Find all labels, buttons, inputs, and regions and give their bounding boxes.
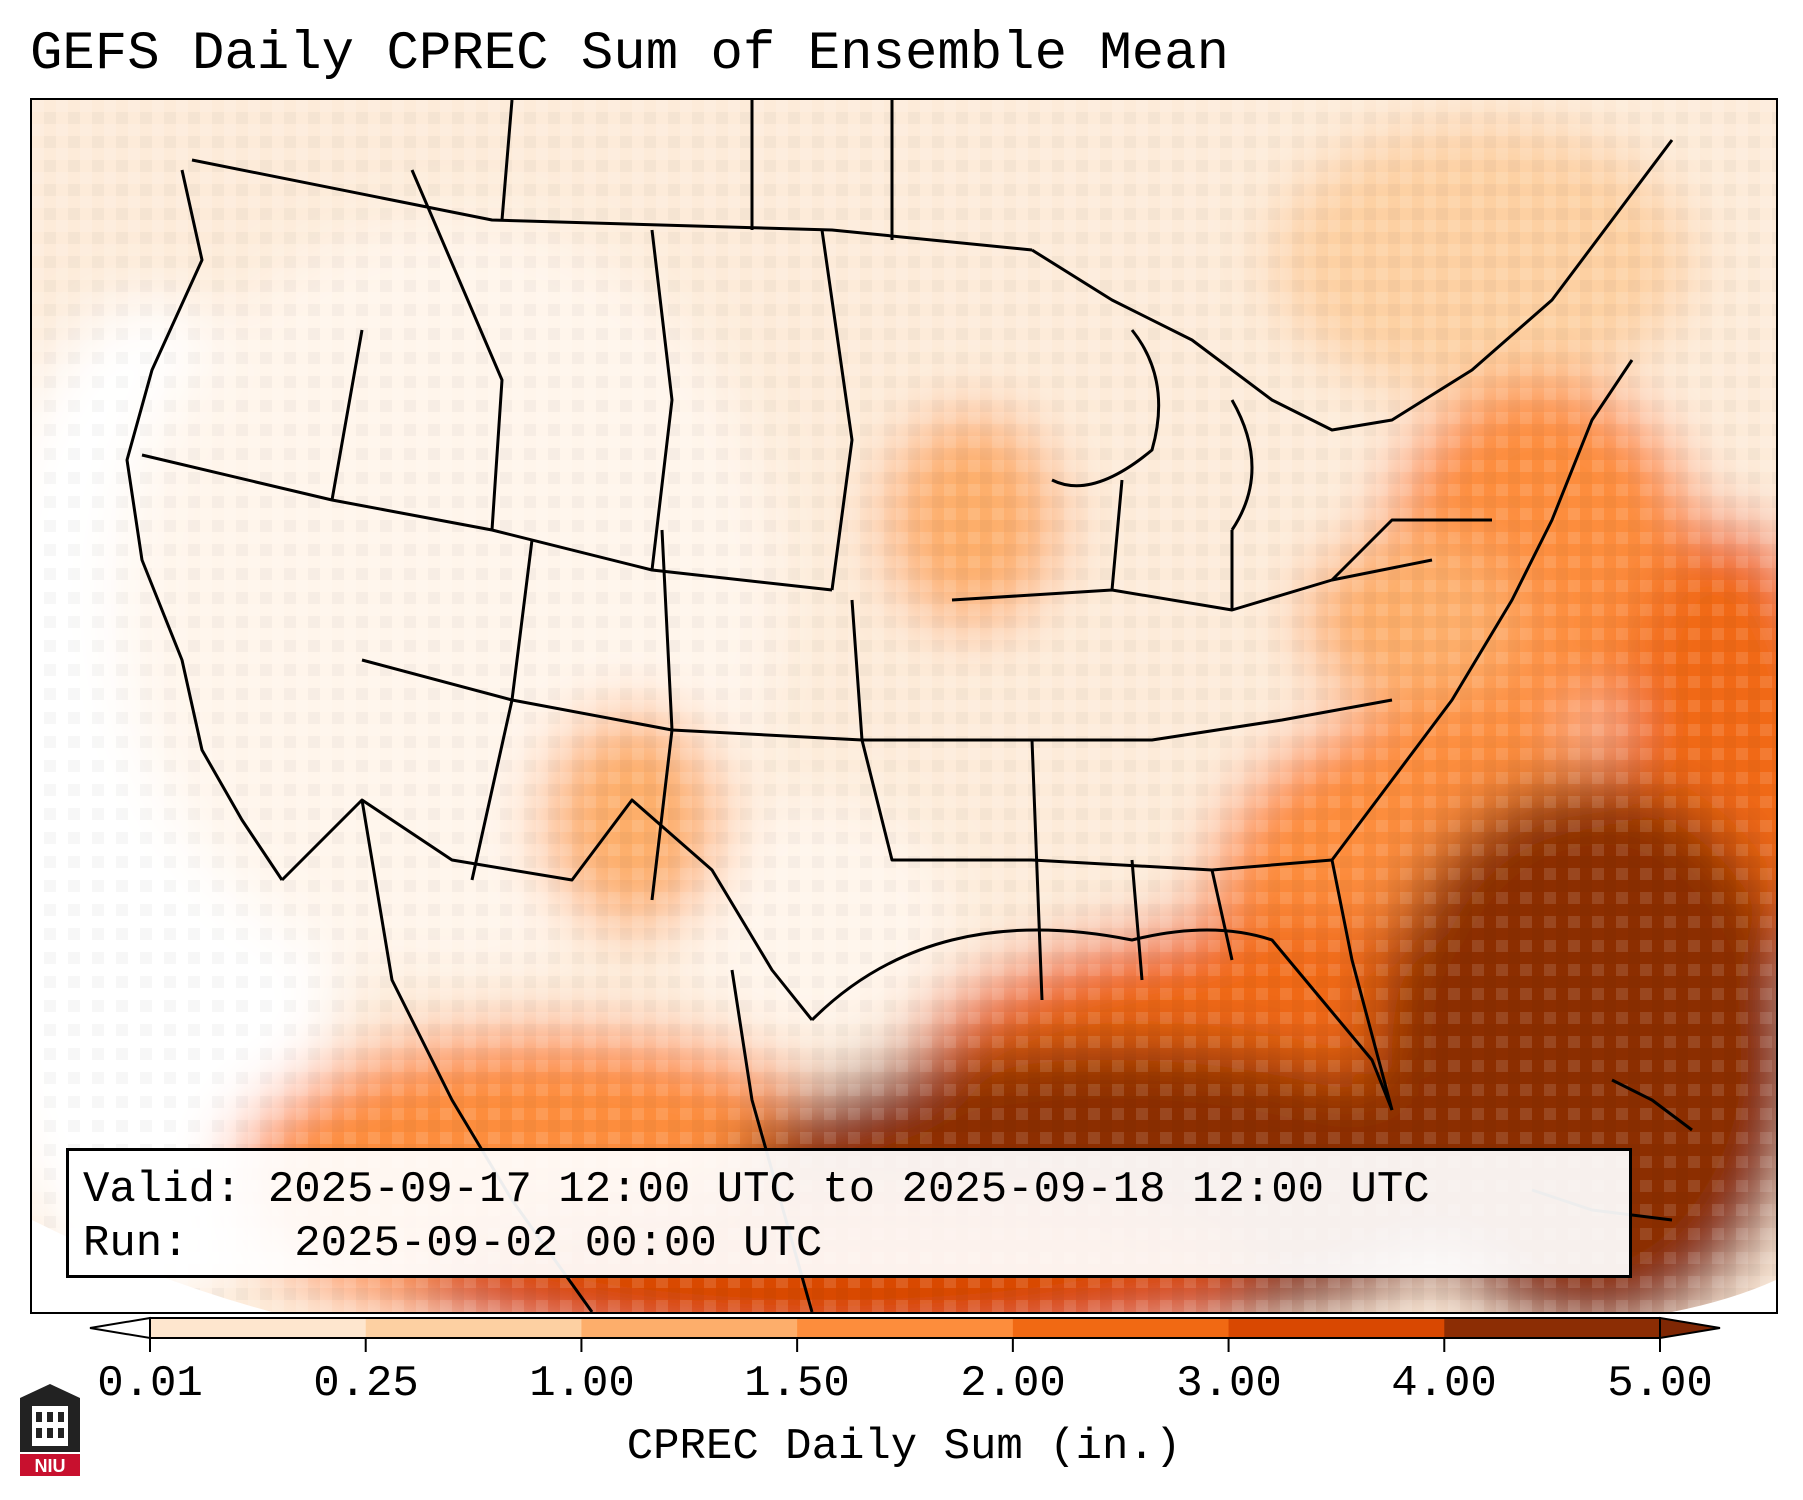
run-label: Run: xyxy=(83,1219,189,1269)
colorbar-segment xyxy=(365,1318,582,1338)
colorbar-segment xyxy=(150,1318,367,1338)
colorbar-tick-3: 1.50 xyxy=(744,1359,850,1409)
colorbar-under-arrow xyxy=(89,1316,151,1340)
colorbar-outline xyxy=(149,1317,1661,1339)
colorbar-tick-6: 4.00 xyxy=(1391,1359,1497,1409)
colorbar-tick-0: 0.01 xyxy=(97,1359,203,1409)
run-value: 2025-09-02 00:00 UTC xyxy=(294,1219,823,1269)
colorbar-label: CPREC Daily Sum (in.) xyxy=(626,1422,1182,1472)
valid-run-info-box: Valid: 2025-09-17 12:00 UTC to 2025-09-1… xyxy=(66,1148,1632,1278)
valid-label: Valid: xyxy=(83,1165,242,1215)
colorbar-over-arrow xyxy=(1659,1316,1721,1340)
colorbar-segment xyxy=(581,1318,798,1338)
colorbar-tick-7: 5.00 xyxy=(1607,1359,1713,1409)
niu-logo-text: NIU xyxy=(35,1456,66,1476)
colorbar-tick-1: 0.25 xyxy=(313,1359,419,1409)
precipitation-map xyxy=(30,98,1778,1314)
colorbar-tick-2: 1.00 xyxy=(529,1359,635,1409)
colorbar xyxy=(89,1316,1721,1352)
valid-value: 2025-09-17 12:00 UTC to 2025-09-18 12:00… xyxy=(267,1165,1430,1215)
colorbar-segment xyxy=(1444,1318,1661,1338)
colorbar-segment xyxy=(1012,1318,1230,1338)
colorbar-tick-5: 3.00 xyxy=(1176,1359,1282,1409)
niu-logo: NIU xyxy=(20,1384,80,1476)
map-title: GEFS Daily CPREC Sum of Ensemble Mean xyxy=(30,24,1229,85)
colorbar-tick-4: 2.00 xyxy=(960,1359,1066,1409)
colorbar-segment xyxy=(1228,1318,1445,1338)
colorbar-segment xyxy=(797,1318,1014,1338)
